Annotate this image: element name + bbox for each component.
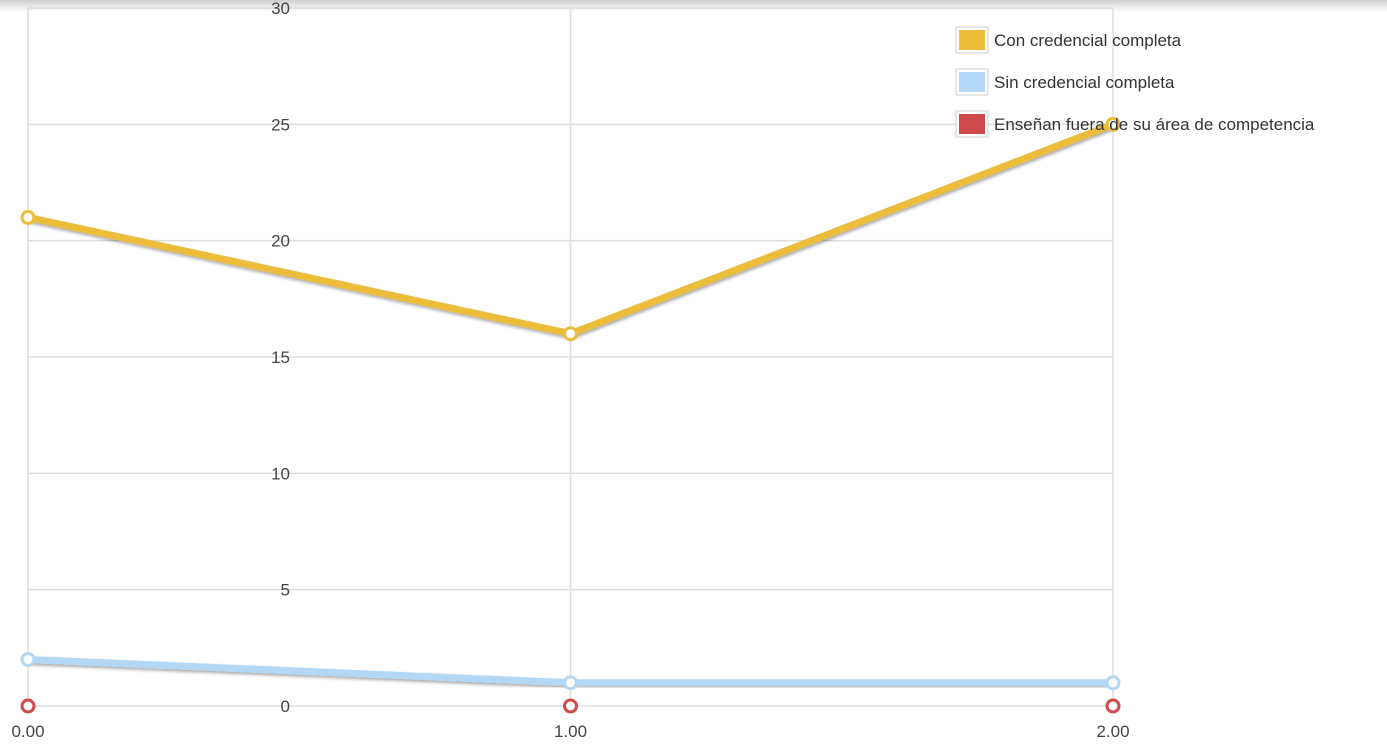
y-tick-label: 5	[281, 581, 290, 600]
data-point	[563, 326, 578, 342]
data-point	[20, 698, 36, 714]
data-point	[1105, 675, 1121, 691]
data-point	[1105, 698, 1121, 714]
y-tick-label: 15	[271, 348, 290, 367]
y-tick-label: 25	[271, 115, 290, 134]
y-tick-label: 10	[271, 464, 290, 483]
x-tick-label: 2.00	[1096, 722, 1129, 741]
y-tick-label: 0	[281, 697, 290, 716]
legend: Con credencial completa Sin credencial co…	[955, 26, 1315, 138]
x-axis-ticks: 0.00 1.00 2.00	[11, 722, 1129, 741]
data-point	[1105, 116, 1121, 132]
data-point	[563, 698, 578, 714]
legend-label: Enseñan fuera de su área de competencia	[994, 115, 1315, 134]
y-tick-label: 30	[271, 0, 290, 18]
data-point	[563, 675, 578, 691]
legend-label: Con credencial completa	[994, 31, 1182, 50]
x-tick-label: 0.00	[11, 722, 44, 741]
top-edge-shadow	[0, 0, 1387, 12]
legend-swatch	[959, 72, 985, 92]
series-lines	[20, 116, 1121, 714]
data-point	[20, 209, 36, 225]
data-point	[20, 651, 36, 667]
legend-label: Sin credencial completa	[994, 73, 1175, 92]
y-axis-ticks: 0 5 10 15 20 25 30	[271, 0, 290, 716]
legend-swatch	[959, 114, 985, 134]
x-tick-label: 1.00	[554, 722, 587, 741]
y-tick-label: 20	[271, 232, 290, 251]
grid-lines	[27, 7, 1114, 707]
legend-swatch	[959, 30, 985, 50]
